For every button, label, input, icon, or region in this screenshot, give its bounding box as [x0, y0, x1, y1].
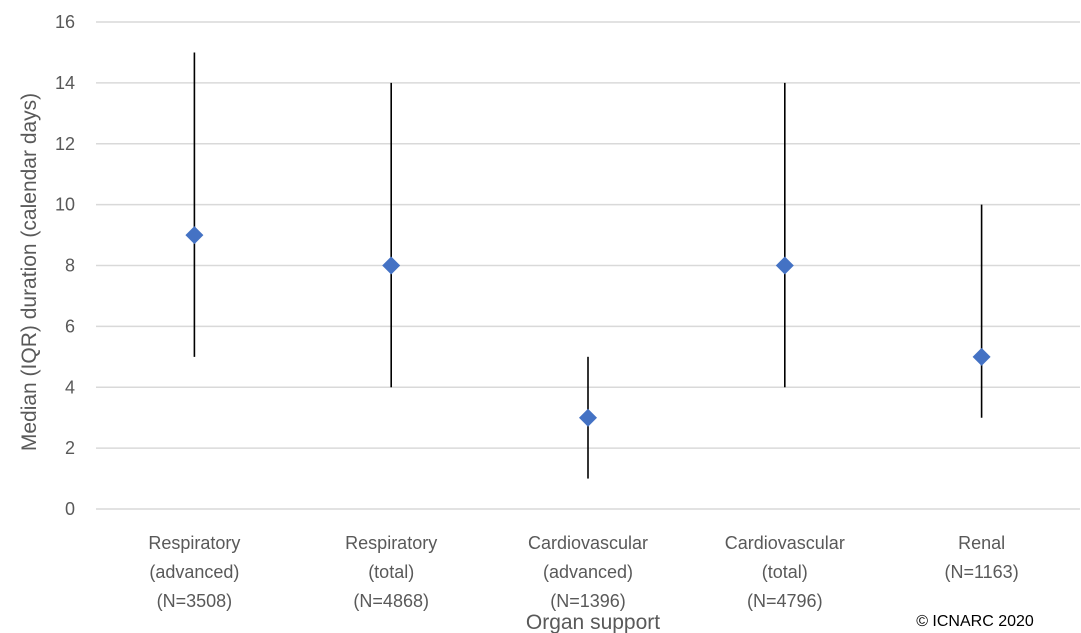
median-marker	[382, 256, 401, 275]
x-category-label: Cardiovascular	[725, 533, 845, 553]
gridlines	[96, 21, 1080, 510]
median-marker	[972, 347, 991, 366]
iqr-range-bars	[193, 52, 983, 479]
x-category-label: (total)	[368, 562, 414, 582]
x-category-label: Respiratory	[345, 533, 437, 553]
x-category-label: Respiratory	[148, 533, 240, 553]
y-tick-label: 0	[65, 499, 75, 519]
y-tick-label: 8	[65, 256, 75, 276]
y-tick-label: 12	[55, 134, 75, 154]
x-category-label: (N=4796)	[747, 591, 823, 611]
y-axis-title: Median (IQR) duration (calendar days)	[18, 93, 41, 451]
x-category-label: (N=1163)	[944, 562, 1018, 582]
y-tick-label: 16	[55, 12, 75, 32]
y-axis-ticks: 0 2 4 6 8 10 12 14 16	[55, 12, 75, 519]
x-category-label: (N=4868)	[353, 591, 429, 611]
y-tick-label: 10	[55, 195, 75, 215]
copyright-credit: © ICNARC 2020	[916, 613, 1034, 630]
y-tick-label: 14	[55, 73, 75, 93]
median-marker	[579, 408, 597, 427]
y-tick-label: 6	[65, 316, 75, 336]
x-category-label: (total)	[762, 562, 808, 582]
y-tick-label: 2	[65, 438, 75, 458]
x-axis-title: Organ support	[526, 611, 660, 633]
median-markers	[185, 226, 991, 427]
x-category-label: (N=3508)	[157, 591, 233, 611]
x-category-label: Renal	[958, 533, 1005, 553]
median-marker	[185, 226, 204, 245]
x-category-label: (advanced)	[149, 562, 239, 582]
median-marker	[775, 256, 794, 275]
x-category-label: (N=1396)	[550, 591, 626, 611]
x-category-label: (advanced)	[543, 562, 633, 582]
x-category-label: Cardiovascular	[528, 533, 648, 553]
x-axis-categories: Respiratory (advanced) (N=3508) Respiratory…	[148, 533, 1018, 611]
y-tick-label: 4	[65, 377, 75, 397]
